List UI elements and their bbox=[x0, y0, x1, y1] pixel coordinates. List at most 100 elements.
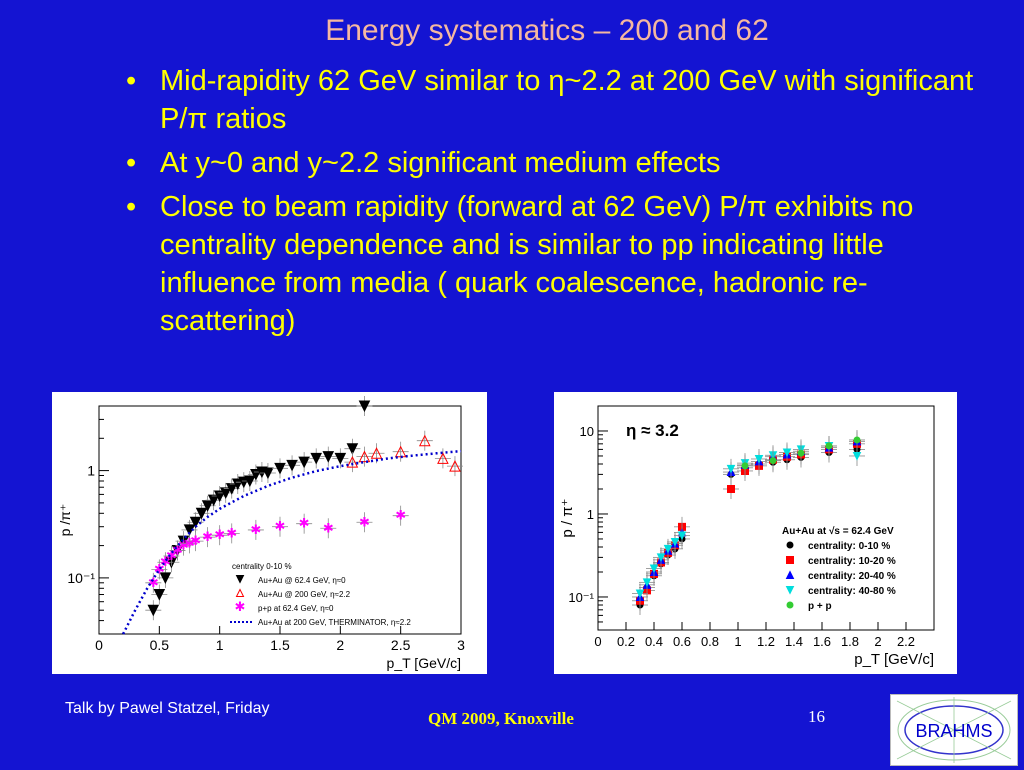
data-point bbox=[754, 454, 764, 464]
data-point bbox=[153, 589, 166, 601]
data-point bbox=[670, 537, 680, 547]
legend-entry: p+p at 62.4 GeV, η≈0 bbox=[258, 604, 334, 613]
data-point bbox=[225, 483, 238, 495]
data-point bbox=[235, 575, 245, 584]
bullet-item: At y~0 and y~2.2 significant medium effe… bbox=[122, 144, 982, 182]
x-tick-label: 2 bbox=[874, 634, 881, 649]
data-point bbox=[769, 457, 777, 465]
x-axis-label: p_T [GeV/c] bbox=[387, 655, 461, 671]
x-tick-label: 1.4 bbox=[785, 634, 803, 649]
data-point bbox=[656, 553, 666, 562]
data-point bbox=[853, 436, 861, 444]
data-point: ✱ bbox=[202, 529, 213, 544]
data-point bbox=[741, 462, 749, 470]
y-tick-label: 10 bbox=[580, 424, 594, 439]
data-point: ✱ bbox=[148, 575, 159, 590]
plot-annotation: η ≈ 3.2 bbox=[626, 421, 679, 440]
x-tick-label: 1.2 bbox=[757, 634, 775, 649]
data-point: ✱ bbox=[359, 514, 370, 529]
data-point bbox=[394, 445, 407, 458]
data-point bbox=[195, 507, 208, 520]
data-point bbox=[797, 449, 805, 457]
data-point: ✱ bbox=[172, 543, 183, 558]
data-point bbox=[274, 462, 286, 475]
x-tick-label: 1.6 bbox=[813, 634, 831, 649]
x-tick-label: 0.2 bbox=[617, 634, 635, 649]
data-point: ✱ bbox=[299, 516, 310, 531]
data-point bbox=[262, 467, 274, 480]
data-point bbox=[852, 451, 862, 461]
brahms-logo: BRAHMS bbox=[890, 694, 1018, 766]
data-point bbox=[358, 450, 371, 463]
data-point bbox=[189, 516, 202, 529]
legend-entry: centrality: 20-40 % bbox=[808, 571, 896, 582]
brahms-logo-graphic: BRAHMS bbox=[896, 697, 1012, 763]
data-point: ✱ bbox=[190, 533, 201, 548]
data-point: ✱ bbox=[323, 520, 334, 535]
data-point bbox=[213, 490, 226, 503]
data-point: ✱ bbox=[154, 561, 165, 576]
x-axis-label: p_T [GeV/c] bbox=[854, 651, 934, 668]
y-axis-label: p /π⁺ bbox=[57, 504, 73, 537]
x-tick-label: 0 bbox=[95, 637, 103, 653]
data-point bbox=[449, 460, 461, 472]
slide-title: Energy systematics – 200 and 62 bbox=[325, 14, 769, 47]
legend-entry: Au+Au @ 200 GeV, η≈2.2 bbox=[258, 590, 351, 599]
data-point bbox=[298, 456, 310, 469]
slide-number: 16 bbox=[808, 707, 825, 726]
x-tick-label: 1 bbox=[216, 637, 224, 653]
data-point: ✱ bbox=[235, 599, 246, 614]
data-point bbox=[649, 564, 659, 574]
data-point bbox=[418, 434, 431, 447]
y-tick-label: 1 bbox=[587, 507, 594, 522]
y-tick-label: 10⁻¹ bbox=[568, 590, 594, 605]
data-point bbox=[786, 556, 794, 564]
x-tick-label: 0.5 bbox=[150, 637, 170, 653]
x-tick-label: 0 bbox=[594, 634, 601, 649]
y-axis-label: p / π⁺ bbox=[559, 498, 576, 537]
y-tick-label: 1 bbox=[87, 463, 95, 479]
data-point bbox=[346, 455, 359, 468]
right-plot-panel: 0 0.2 0.4 0.6 0.8 1 1.2 1.4 1.6 1.8 2 2.2 10⁻¹ 1 10 p_T… bbox=[554, 392, 957, 674]
data-point: ✱ bbox=[226, 525, 237, 540]
data-point bbox=[782, 448, 792, 458]
data-point bbox=[159, 572, 172, 585]
legend-entry: p + p bbox=[808, 601, 832, 612]
data-point bbox=[219, 487, 232, 499]
x-tick-label: 0.4 bbox=[645, 634, 663, 649]
legend-entry: centrality: 10-20 % bbox=[808, 556, 896, 567]
logo-text: BRAHMS bbox=[915, 721, 992, 741]
x-tick-label: 0.6 bbox=[673, 634, 691, 649]
left-plot-panel: 0 0.5 1 1.5 2 2.5 3 10⁻¹ 1 p_T [GeV/c] p /π⁺ ✱ ✱ ✱ ✱ ✱ ✱… bbox=[52, 392, 487, 674]
legend-entry: centrality: 40-80 % bbox=[808, 586, 896, 597]
data-point bbox=[677, 531, 687, 541]
x-tick-label: 3 bbox=[457, 637, 465, 653]
data-point: ✱ bbox=[184, 535, 195, 550]
data-point bbox=[786, 601, 794, 609]
data-point bbox=[370, 447, 383, 459]
legend-title: Au+Au at √s = 62.4 GeV bbox=[782, 526, 894, 537]
data-point bbox=[785, 570, 795, 579]
data-point: ✱ bbox=[178, 538, 189, 553]
x-tick-label: 1 bbox=[734, 634, 741, 649]
data-point bbox=[358, 400, 371, 413]
data-point: ✱ bbox=[166, 548, 177, 563]
data-point: ✱ bbox=[275, 519, 286, 534]
right-plot: 0 0.2 0.4 0.6 0.8 1 1.2 1.4 1.6 1.8 2 2.2 10⁻¹ 1 10 p_T… bbox=[559, 405, 935, 668]
data-point: ✱ bbox=[395, 508, 406, 523]
data-point bbox=[334, 452, 347, 465]
legend-entry: centrality: 0-10 % bbox=[808, 541, 890, 552]
data-point bbox=[437, 452, 449, 464]
legend-entry: Au+Au at 200 GeV, THERMINATOR, η≈2.2 bbox=[258, 618, 411, 627]
y-tick-label: 10⁻¹ bbox=[67, 570, 95, 586]
data-point bbox=[201, 500, 214, 512]
data-point bbox=[825, 442, 833, 450]
data-point bbox=[147, 604, 160, 617]
data-point bbox=[635, 589, 645, 599]
data-point bbox=[663, 544, 673, 554]
data-point bbox=[235, 588, 245, 597]
legend-entry: Au+Au @ 62.4 GeV, η≈0 bbox=[258, 576, 346, 585]
data-point bbox=[785, 586, 795, 595]
data-point: ✱ bbox=[160, 554, 171, 569]
data-point bbox=[786, 541, 794, 549]
